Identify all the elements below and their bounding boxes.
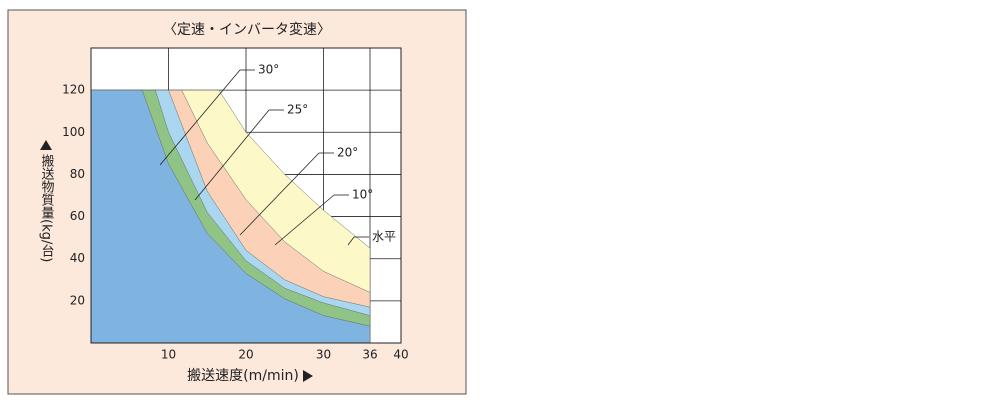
x-tick-label: 36	[362, 348, 377, 362]
y-axis-label: 搬送物質量(kg/台)	[39, 154, 55, 262]
x-tick-label: 40	[393, 348, 408, 362]
leader-line	[239, 152, 320, 236]
y-tick-label: 40	[70, 251, 85, 265]
leader-line	[274, 194, 335, 246]
curve-label: 25°	[287, 103, 308, 117]
curve-label: 10°	[352, 188, 373, 202]
y-tick-label: 20	[70, 293, 85, 307]
curve-label: 水平	[372, 230, 396, 244]
y-tick-label: 60	[70, 209, 85, 223]
chart-title: 〈定速・インバータ変速〉	[163, 21, 331, 38]
leader-line	[194, 109, 270, 201]
leader-line	[159, 69, 241, 166]
x-tick-label: 30	[316, 348, 331, 362]
x-tick-label: 20	[238, 348, 253, 362]
y-tick-label: 120	[62, 83, 85, 97]
y-tick-label: 80	[70, 167, 85, 181]
y-arrow	[40, 140, 52, 150]
curve-label: 30°	[258, 63, 279, 77]
x-arrow	[303, 370, 313, 382]
curve-label: 20°	[337, 146, 358, 160]
plot-border	[90, 47, 402, 344]
y-tick-label: 100	[62, 125, 85, 139]
leader-line	[347, 236, 355, 246]
x-tick-label: 10	[161, 348, 176, 362]
x-axis-label: 搬送速度(m/min)	[187, 368, 299, 384]
